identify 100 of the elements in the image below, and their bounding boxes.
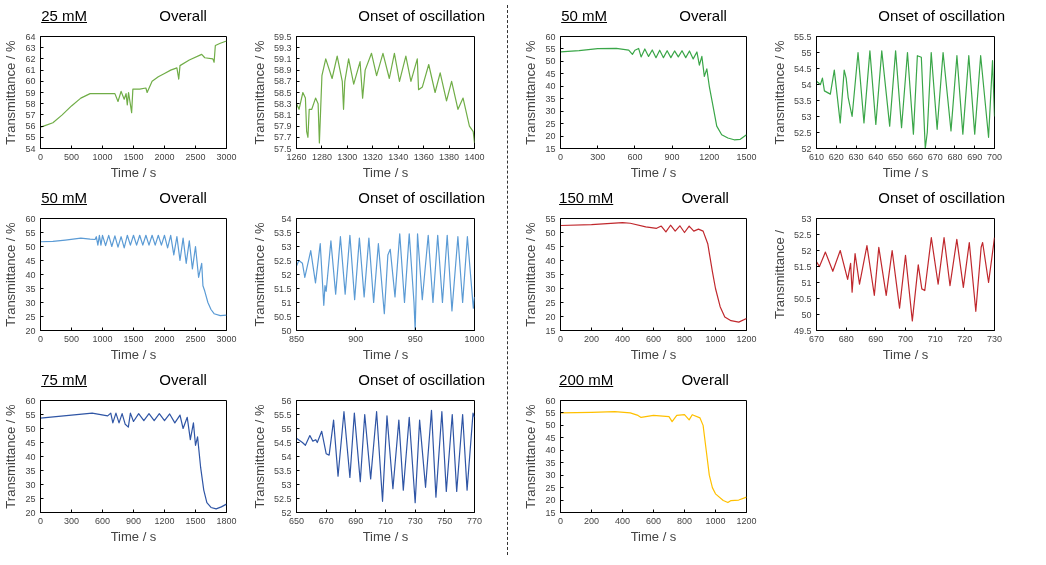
y-axis-title: Transmittance / % xyxy=(251,39,267,145)
y-tick-label: 52.5 xyxy=(273,255,292,266)
y-tick-label: 54.5 xyxy=(273,437,292,448)
y-tick-label: 50 xyxy=(801,309,812,320)
x-tick-label: 1280 xyxy=(311,151,332,162)
x-tick-label: 730 xyxy=(407,515,423,526)
x-axis-title: Time / s xyxy=(630,164,677,180)
y-tick-label: 53.5 xyxy=(793,95,812,106)
x-tick-label: 770 xyxy=(466,515,483,526)
y-axis-title: Transmittance / % xyxy=(251,403,267,509)
x-tick-label: 1320 xyxy=(362,151,383,162)
y-tick-label: 40 xyxy=(545,255,556,266)
x-tick-label: 950 xyxy=(407,333,423,344)
x-tick-label: 0 xyxy=(558,515,564,526)
x-tick-label: 730 xyxy=(986,333,1003,344)
x-tick-label: 710 xyxy=(377,515,394,526)
chart-subtitle: Overall xyxy=(159,188,207,208)
line-series xyxy=(40,40,227,128)
x-tick-label: 650 xyxy=(288,515,305,526)
x-tick-label: 900 xyxy=(125,515,142,526)
x-tick-label: 2500 xyxy=(185,151,206,162)
y-tick-label: 58.1 xyxy=(273,109,292,120)
y-tick-label: 52.5 xyxy=(793,127,812,138)
y-tick-label: 60 xyxy=(25,213,36,224)
x-tick-label: 400 xyxy=(614,333,631,344)
y-tick-label: 51.5 xyxy=(793,261,812,272)
x-tick-label: 850 xyxy=(288,333,305,344)
chart-title: 25 mM xyxy=(41,6,87,26)
x-axis-title: Time / s xyxy=(630,346,677,362)
chart-title: Onset of oscillation xyxy=(357,6,486,26)
y-tick-label: 52.5 xyxy=(273,493,292,504)
y-tick-label: 50 xyxy=(545,420,556,431)
x-tick-label: 720 xyxy=(957,333,973,344)
y-tick-label: 52 xyxy=(801,143,812,154)
y-tick-label: 20 xyxy=(545,311,556,322)
y-tick-label: 59.1 xyxy=(273,53,292,64)
y-tick-label: 60 xyxy=(25,76,36,87)
x-tick-label: 0 xyxy=(38,333,44,344)
x-tick-label: 750 xyxy=(437,515,453,526)
y-tick-label: 54 xyxy=(25,143,36,154)
chart-title: 75 mM xyxy=(41,370,87,390)
x-tick-label: 1200 xyxy=(736,515,757,526)
y-tick-label: 25 xyxy=(25,493,36,504)
y-tick-label: 45 xyxy=(545,241,556,252)
y-tick-label: 30 xyxy=(545,106,556,117)
y-tick-label: 50 xyxy=(281,325,292,336)
y-tick-label: 55 xyxy=(281,423,292,434)
y-tick-label: 30 xyxy=(25,297,36,308)
x-tick-label: 500 xyxy=(63,151,80,162)
y-axis-title: Transmittance / xyxy=(771,229,787,320)
y-tick-label: 50 xyxy=(545,227,556,238)
x-tick-label: 0 xyxy=(558,333,564,344)
y-tick-label: 53 xyxy=(801,111,812,122)
y-tick-label: 15 xyxy=(545,143,556,154)
x-tick-label: 700 xyxy=(986,151,1003,162)
y-axis-title: Transmittance / % xyxy=(3,403,19,509)
y-tick-label: 30 xyxy=(545,470,556,481)
chart-title: 50 mM xyxy=(41,188,87,208)
y-tick-label: 50 xyxy=(25,241,36,252)
chart-title: Onset of oscillation xyxy=(357,188,486,208)
y-tick-label: 55 xyxy=(545,407,556,418)
x-tick-label: 1200 xyxy=(736,333,757,344)
x-tick-label: 630 xyxy=(848,151,864,162)
y-tick-label: 20 xyxy=(25,507,36,518)
x-tick-label: 1300 xyxy=(337,151,358,162)
y-tick-label: 54 xyxy=(281,213,292,224)
x-tick-label: 660 xyxy=(907,151,923,162)
x-tick-label: 1360 xyxy=(413,151,434,162)
y-tick-label: 55.5 xyxy=(273,409,292,420)
y-tick-label: 58.9 xyxy=(273,65,292,76)
line-series xyxy=(296,409,475,504)
x-tick-label: 670 xyxy=(808,333,825,344)
x-tick-label: 1000 xyxy=(705,333,726,344)
y-tick-label: 60 xyxy=(25,395,36,406)
y-tick-label: 53 xyxy=(801,213,812,224)
x-axis-title: Time / s xyxy=(110,528,157,544)
y-axis-title: Transmittance / % xyxy=(523,39,539,145)
y-tick-label: 50 xyxy=(545,56,556,67)
x-tick-label: 900 xyxy=(664,151,680,162)
y-tick-label: 50.5 xyxy=(273,311,292,322)
y-tick-label: 35 xyxy=(25,465,36,476)
chart-subtitle: Overall xyxy=(679,6,727,26)
y-tick-label: 20 xyxy=(545,131,556,142)
x-tick-label: 1500 xyxy=(185,515,206,526)
x-axis-title: Time / s xyxy=(882,164,929,180)
y-axis-title: Transmittance / % xyxy=(3,39,19,145)
y-tick-label: 52 xyxy=(281,269,292,280)
x-axis-title: Time / s xyxy=(362,346,409,362)
y-tick-label: 59.5 xyxy=(273,31,292,42)
x-tick-label: 1340 xyxy=(388,151,409,162)
x-tick-label: 2500 xyxy=(185,333,206,344)
x-tick-label: 620 xyxy=(828,151,844,162)
y-tick-label: 55 xyxy=(545,43,556,54)
y-axis-title: Transmittance / % xyxy=(523,403,539,509)
line-series xyxy=(296,52,475,144)
x-tick-label: 0 xyxy=(38,151,44,162)
x-tick-label: 680 xyxy=(947,151,963,162)
y-tick-label: 15 xyxy=(545,507,556,518)
x-axis-title: Time / s xyxy=(882,346,929,362)
x-tick-label: 1500 xyxy=(123,333,144,344)
